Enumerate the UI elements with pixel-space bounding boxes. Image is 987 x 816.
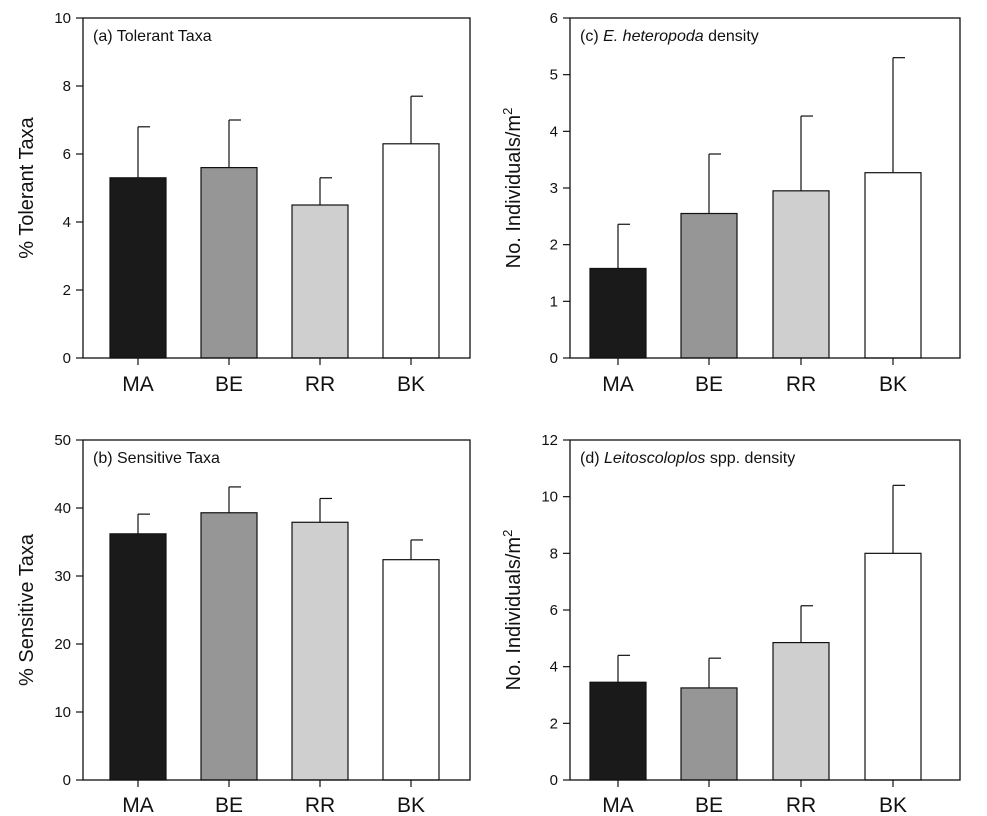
- x-category-label: BE: [215, 794, 243, 816]
- bar-rr: [291, 521, 349, 781]
- y-tick-label: 3: [550, 180, 558, 197]
- panel-title-prefix: (b): [93, 450, 117, 467]
- y-tick-label: 4: [550, 659, 558, 676]
- bar-ma: [109, 177, 167, 359]
- y-axis-label: % Sensitive Taxa: [16, 533, 38, 686]
- x-category-label: MA: [602, 373, 634, 396]
- y-axis-label-superscript: 2: [500, 530, 515, 537]
- y-axis-label: No. Individuals/m2: [500, 530, 525, 691]
- x-category-label: RR: [786, 373, 816, 396]
- y-tick-label: 8: [550, 545, 558, 562]
- bar-be: [680, 212, 738, 359]
- y-tick-label: 6: [550, 10, 558, 27]
- x-category-label: MA: [602, 794, 634, 816]
- x-category-label: BK: [879, 794, 907, 816]
- y-tick-label: 10: [541, 489, 558, 506]
- bar-be: [200, 512, 258, 781]
- y-tick-label: 6: [550, 602, 558, 619]
- x-category-label: BK: [397, 794, 425, 816]
- x-category-label: BE: [695, 373, 723, 396]
- x-category-label: RR: [305, 794, 335, 816]
- y-tick-label: 4: [63, 214, 71, 231]
- bar-ma: [589, 267, 647, 359]
- y-tick-label: 4: [550, 123, 558, 140]
- y-axis-label-text: No. Individuals/m: [503, 537, 525, 690]
- panel-title: (c) E. heteropoda density: [580, 28, 759, 45]
- y-tick-label: 0: [550, 350, 558, 367]
- y-axis-label: No. Individuals/m2: [500, 108, 525, 269]
- y-tick-label: 30: [54, 568, 71, 585]
- x-category-label: MA: [122, 373, 154, 396]
- panel-title-suffix: Tolerant Taxa: [117, 28, 212, 45]
- bar-be: [680, 687, 738, 781]
- plot-frame: [82, 439, 471, 781]
- x-category-label: RR: [305, 373, 335, 396]
- y-tick-label: 10: [54, 704, 71, 721]
- y-tick-label: 0: [63, 350, 71, 367]
- bar-bk: [382, 559, 440, 781]
- y-axis-label: % Tolerant Taxa: [16, 116, 38, 258]
- bar-bk: [864, 552, 922, 781]
- y-tick-label: 5: [550, 67, 558, 84]
- x-category-label: BK: [879, 373, 907, 396]
- y-tick-label: 2: [550, 715, 558, 732]
- y-axis-label-text: No. Individuals/m: [503, 115, 525, 268]
- y-tick-label: 6: [63, 146, 71, 163]
- bar-ma: [589, 681, 647, 781]
- y-tick-label: 8: [63, 78, 71, 95]
- y-tick-label: 20: [54, 636, 71, 653]
- y-tick-label: 2: [550, 237, 558, 254]
- panel-title-italic: E. heteropoda: [603, 28, 704, 45]
- plot-frame: [82, 17, 471, 359]
- x-category-label: BK: [397, 373, 425, 396]
- bar-rr: [772, 190, 830, 359]
- bar-bk: [864, 172, 922, 359]
- chart-panel-a: 0 2 4 6 8 10 MA BE RR BK (a) Tolerant Taxa % Tolera…: [16, 10, 471, 396]
- panel-title: (d) Leitoscoloplos spp. density: [580, 450, 795, 467]
- panel-title-italic: Leitoscoloplos: [604, 450, 705, 467]
- y-axis-label-superscript: 2: [500, 108, 515, 115]
- x-category-label: MA: [122, 794, 154, 816]
- x-category-label: BE: [695, 794, 723, 816]
- chart-panel-c: 0 1 2 3 4 5 6 MA BE RR BK (c) E. heteropoda density…: [500, 10, 961, 396]
- bar-rr: [772, 641, 830, 781]
- y-axis-label-text: % Sensitive Taxa: [16, 533, 38, 686]
- y-tick-label: 40: [54, 500, 71, 517]
- x-category-label: BE: [215, 373, 243, 396]
- chart-panel-d: 0 2 4 6 8 10 12 MA BE RR BK (d) Leitoscoloplos spp.…: [500, 432, 961, 816]
- y-tick-label: 0: [63, 772, 71, 789]
- panel-title-suffix: Sensitive Taxa: [117, 450, 220, 467]
- y-tick-label: 1: [550, 293, 558, 310]
- panel-title-prefix: (d): [580, 450, 604, 467]
- y-axis-label-text: % Tolerant Taxa: [16, 116, 38, 258]
- chart-panel-b: 0 10 20 30 40 50 MA BE RR BK (b) Sensitive Taxa % S…: [16, 432, 471, 816]
- y-tick-label: 2: [63, 282, 71, 299]
- panel-title-prefix: (a): [93, 28, 117, 45]
- y-tick-label: 10: [54, 10, 71, 27]
- panel-title-suffix: density: [704, 28, 759, 45]
- y-tick-label: 0: [550, 772, 558, 789]
- x-category-label: RR: [786, 794, 816, 816]
- bar-bk: [382, 143, 440, 359]
- bar-rr: [291, 204, 349, 359]
- y-tick-label: 12: [541, 432, 558, 449]
- bar-ma: [109, 533, 167, 781]
- panel-title: (a) Tolerant Taxa: [93, 28, 212, 45]
- bar-be: [200, 167, 258, 359]
- panel-title-suffix: spp. density: [705, 450, 795, 467]
- panel-title: (b) Sensitive Taxa: [93, 450, 220, 467]
- y-tick-label: 50: [54, 432, 71, 449]
- panel-title-prefix: (c): [580, 28, 603, 45]
